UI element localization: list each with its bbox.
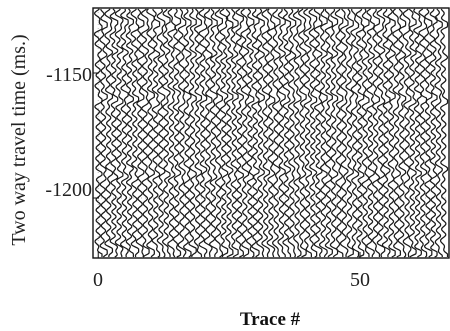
trace-wiggle: [172, 8, 182, 258]
trace-wiggle: [182, 8, 192, 258]
x-tick-label: 0: [93, 269, 103, 291]
trace-wiggle: [287, 8, 297, 258]
trace-wiggle: [230, 8, 239, 258]
trace-wiggle: [298, 8, 307, 258]
plot-frame: [92, 7, 450, 259]
trace-wiggle: [303, 8, 313, 257]
trace-wiggle: [361, 8, 370, 257]
trace-wiggle: [324, 8, 333, 258]
trace-wiggle: [387, 8, 396, 258]
trace-wiggle: [109, 8, 119, 258]
trace-wiggle: [251, 8, 260, 258]
trace-wiggle: [235, 8, 244, 258]
trace-wiggle: [214, 8, 224, 258]
trace-wiggle: [334, 8, 344, 257]
trace-wiggle: [156, 8, 166, 258]
y-tick-label: -1200: [45, 179, 92, 201]
trace-wiggle: [130, 8, 140, 258]
trace-wiggle: [371, 8, 381, 257]
trace-wiggle: [313, 8, 323, 258]
trace-wiggle: [434, 8, 443, 257]
trace-wiggle: [219, 8, 229, 258]
trace-wiggles: [93, 8, 449, 258]
trace-wiggle: [188, 8, 197, 258]
trace-wiggle: [277, 8, 286, 257]
x-tick-label: 50: [350, 269, 370, 291]
trace-wiggle: [355, 8, 365, 258]
trace-wiggle: [308, 8, 318, 258]
trace-wiggle: [397, 8, 407, 258]
trace-wiggle: [318, 8, 328, 258]
trace-wiggle: [177, 8, 187, 258]
trace-wiggle: [120, 8, 129, 258]
trace-wiggle: [240, 8, 250, 258]
trace-wiggle: [381, 8, 391, 258]
trace-wiggle: [245, 8, 255, 258]
trace-wiggle: [224, 8, 234, 258]
trace-wiggle: [261, 8, 271, 258]
trace-wiggle: [429, 8, 438, 258]
trace-wiggle: [439, 8, 449, 257]
trace-wiggle: [193, 8, 203, 257]
trace-wiggle: [292, 8, 302, 258]
trace-wiggle: [135, 8, 145, 258]
trace-wiggle: [99, 8, 108, 258]
trace-wiggle: [339, 8, 349, 258]
trace-wiggle: [209, 8, 218, 258]
trace-wiggle: [114, 8, 124, 258]
trace-wiggle: [402, 8, 412, 258]
trace-wiggle: [366, 8, 375, 258]
trace-wiggle: [282, 8, 292, 257]
trace-wiggle: [151, 8, 161, 258]
trace-wiggle: [408, 8, 417, 258]
trace-wiggle: [104, 8, 114, 258]
y-tick-label: -1150: [46, 64, 92, 86]
trace-wiggle: [203, 8, 213, 258]
trace-wiggle: [140, 8, 150, 258]
trace-wiggle: [423, 8, 433, 258]
trace-wiggle: [167, 8, 176, 258]
trace-wiggle: [413, 8, 422, 258]
x-axis-label: Trace #: [240, 309, 301, 330]
y-axis-label: Two way travel time (ms.): [8, 34, 30, 245]
trace-wiggle: [256, 8, 265, 258]
trace-wiggle: [345, 8, 354, 258]
trace-wiggle: [266, 8, 276, 258]
trace-wiggle: [161, 8, 171, 257]
trace-wiggle: [198, 8, 208, 258]
trace-wiggle: [271, 8, 281, 258]
trace-wiggle: [350, 8, 360, 258]
trace-wiggle: [93, 8, 103, 257]
trace-wiggle: [329, 8, 339, 258]
trace-wiggle: [376, 8, 386, 258]
trace-wiggle: [392, 8, 402, 258]
trace-wiggle: [418, 8, 428, 258]
trace-wiggle: [125, 8, 135, 257]
